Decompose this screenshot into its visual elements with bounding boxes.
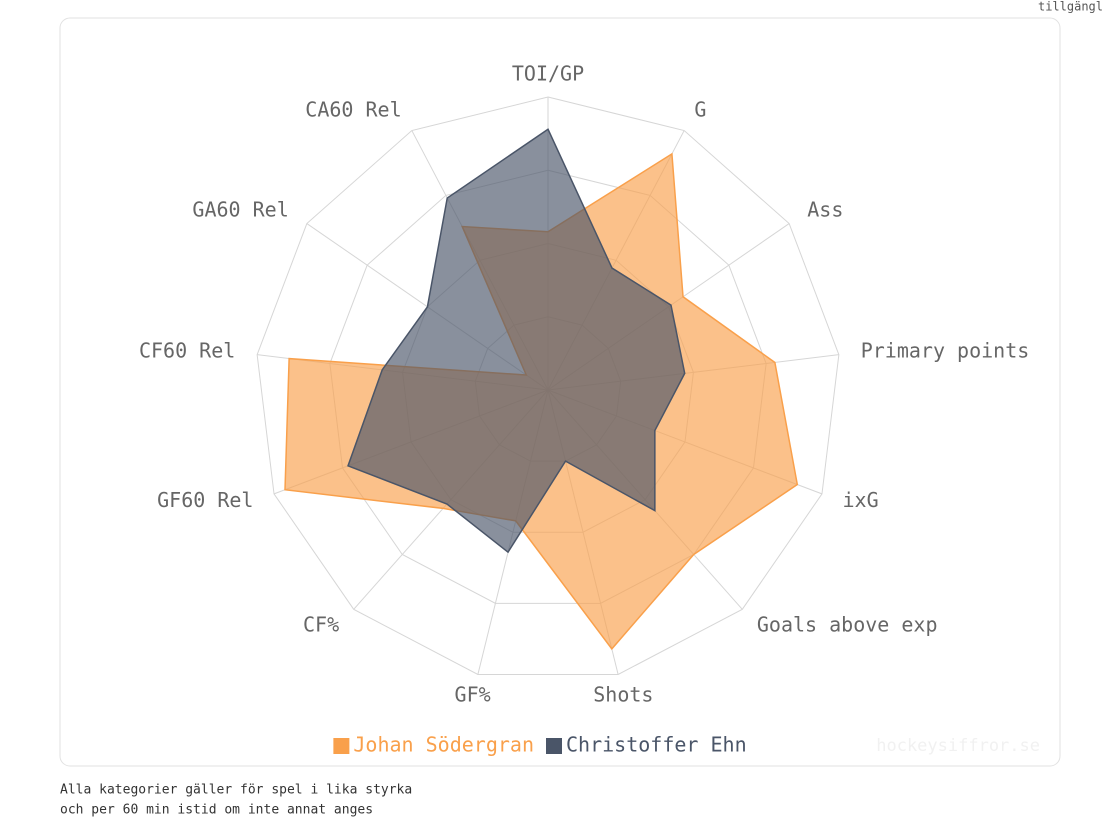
legend-swatch [546, 738, 562, 754]
axis-label: Primary points [861, 339, 1030, 363]
note: Alla kategorier gäller för spel i lika s… [60, 783, 412, 798]
watermark: hockeysiffror.se [876, 736, 1040, 756]
note: och per 60 min istid om inte annat anges [60, 803, 373, 818]
axis-label: CA60 Rel [305, 98, 401, 122]
axis-label: G [694, 98, 706, 122]
axis-label: GF60 Rel [157, 488, 253, 512]
corner-text: tillgängl [1038, 0, 1103, 14]
legend: Johan Södergran Christoffer Ehn [333, 733, 747, 757]
grid-ring [329, 169, 767, 604]
axis-label: CF60 Rel [139, 339, 235, 363]
axis-label: Ass [807, 198, 843, 222]
legend-label: Christoffer Ehn [566, 733, 747, 757]
axis-label: Goals above exp [757, 612, 938, 636]
axis-label: Shots [593, 682, 653, 706]
grid-ring [256, 96, 840, 675]
legend-label: Johan Södergran [353, 733, 534, 757]
axis-label: ixG [843, 488, 879, 512]
axis-label: GA60 Rel [192, 198, 288, 222]
legend-swatch [333, 738, 350, 754]
axis-label: GF% [455, 682, 491, 706]
axis-label: TOI/GP [512, 62, 584, 86]
series-area [347, 128, 686, 554]
axis-label: CF% [303, 612, 339, 636]
